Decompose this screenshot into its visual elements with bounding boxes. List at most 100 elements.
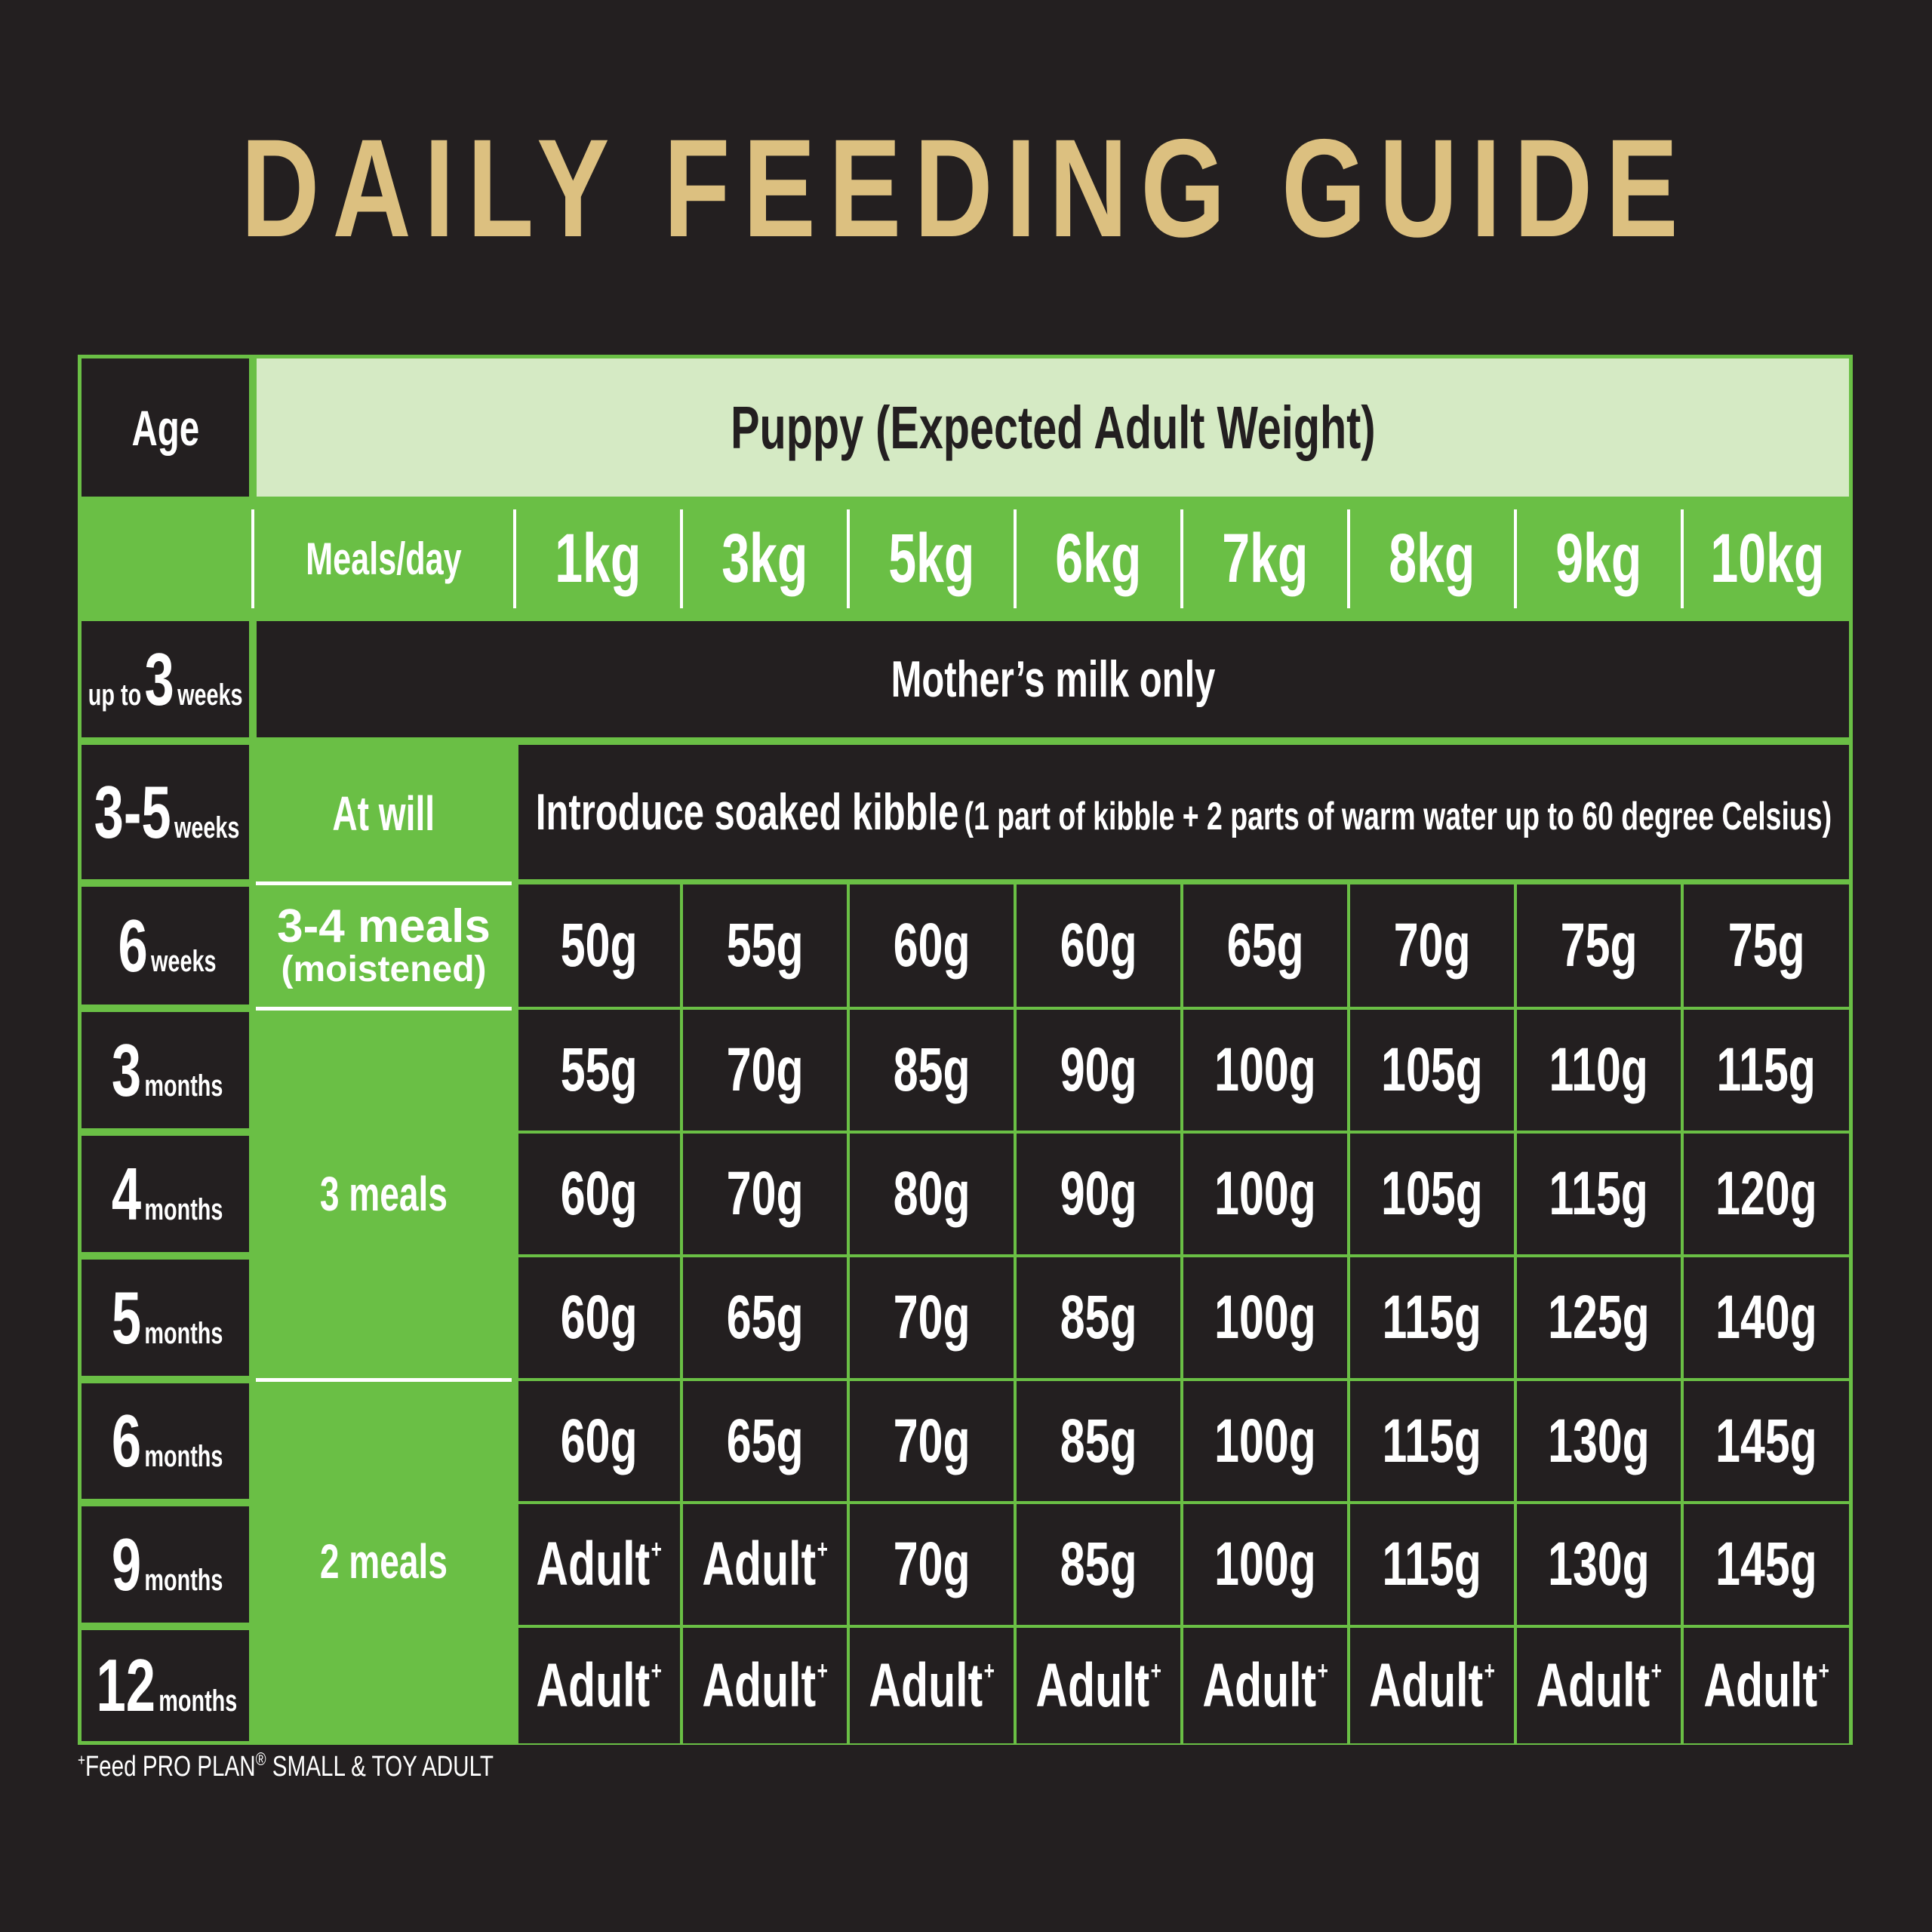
mothers-milk-note: Mother’s milk only <box>257 621 1849 737</box>
meals-divider <box>256 1378 512 1382</box>
cell-content: 115g <box>1383 1282 1481 1353</box>
cell-content: 60g <box>561 1406 638 1477</box>
cell-content: 55g <box>561 1035 638 1106</box>
amount-value: 130g <box>1548 1406 1650 1475</box>
cell-content: 75g <box>1561 910 1638 981</box>
amount-value: 65g <box>726 1406 804 1475</box>
amount-cell: Adult+ <box>518 1628 680 1743</box>
amount-value: 140g <box>1715 1283 1817 1352</box>
amount-value: 60g <box>1060 911 1137 980</box>
adult-footnote-mark: + <box>983 1656 995 1685</box>
amount-cell: Adult+ <box>1350 1628 1514 1743</box>
age-cell: 6 weeks <box>82 887 249 1004</box>
amount-cell: 70g <box>850 1504 1014 1625</box>
amount-value: 85g <box>1060 1530 1137 1598</box>
cell-content: 10kg <box>1710 519 1824 598</box>
cell-content: 100g <box>1214 1529 1316 1600</box>
amount-cell: 65g <box>1183 884 1347 1007</box>
meals-3: 3 meals <box>253 1011 515 1377</box>
header-divider <box>513 509 516 608</box>
amount-value: 70g <box>1393 911 1471 980</box>
amount-value: 60g <box>561 1283 638 1352</box>
amount-value: 125g <box>1548 1283 1650 1352</box>
cell-content: 70g <box>894 1529 971 1600</box>
amount-cell: 65g <box>683 1257 847 1378</box>
cell-content: Adult+ <box>702 1651 828 1721</box>
amount-cell: Adult+ <box>1017 1628 1180 1743</box>
amount-value: 85g <box>1060 1283 1137 1352</box>
meals-label: 3-4 meals <box>277 900 491 953</box>
cell-content: 120g <box>1715 1158 1817 1229</box>
cell-content: 70g <box>1394 910 1471 981</box>
cell-content: 50g <box>561 910 638 981</box>
amount-cell: 70g <box>683 1134 847 1254</box>
introduce-kibble-note: Introduce soaked kibble (1 part of kibble… <box>518 745 1849 879</box>
amount-value: 100g <box>1214 1283 1316 1352</box>
amount-cell: 115g <box>1350 1257 1514 1378</box>
header-divider <box>1347 509 1350 608</box>
amount-value: 115g <box>1382 1406 1482 1475</box>
amount-cell: 55g <box>518 1010 680 1131</box>
header-weight-2: 3kg <box>685 506 845 611</box>
amount-value: 60g <box>561 1159 638 1228</box>
cell-content: 3 months <box>108 1028 223 1113</box>
amount-value: Adult <box>536 1530 651 1598</box>
cell-content: 90g <box>1060 1035 1137 1106</box>
cell-content: 85g <box>1060 1406 1137 1477</box>
amount-value: 115g <box>1382 1530 1482 1598</box>
amount-value: 130g <box>1548 1530 1650 1598</box>
cell-content: 100g <box>1214 1282 1316 1353</box>
amount-value: 70g <box>726 1035 804 1104</box>
amount-cell: 75g <box>1684 884 1849 1007</box>
amount-cell: Adult+ <box>683 1628 847 1743</box>
age-number: 9 <box>111 1522 141 1606</box>
meals-label: 2 meals <box>319 1534 448 1589</box>
note-text: Mother’s milk only <box>891 651 1215 708</box>
amount-cell: Adult+ <box>1684 1628 1849 1743</box>
cell-content: 70g <box>727 1035 804 1106</box>
amount-cell: 110g <box>1517 1010 1681 1131</box>
age-cell: 5 months <box>82 1260 249 1376</box>
header-weight-1: 1kg <box>518 506 678 611</box>
cell-content: 3 meals <box>320 1166 448 1222</box>
cell-content: 3-5 weeks <box>91 770 240 855</box>
cell-content: 3kg <box>721 519 808 598</box>
amount-cell: 75g <box>1517 884 1681 1007</box>
amount-cell: Adult+ <box>518 1504 680 1625</box>
meals-2: 2 meals <box>253 1382 515 1741</box>
header-divider <box>1681 509 1684 608</box>
cell-content: Age <box>131 399 199 457</box>
cell-content: 115g <box>1383 1529 1481 1600</box>
amount-cell: 70g <box>850 1257 1014 1378</box>
meals-3-4: 3-4 meals (moistened) <box>253 885 515 1006</box>
age-number: 6 <box>118 903 148 987</box>
header-weight-5: 7kg <box>1185 506 1346 611</box>
cell-content: Puppy (Expected Adult Weight) <box>731 393 1375 463</box>
header-weight-8: 10kg <box>1685 506 1850 611</box>
age-cell: 3-5 weeks <box>82 745 249 879</box>
cell-content: 85g <box>894 1035 971 1106</box>
amount-cell: 115g <box>1350 1504 1514 1625</box>
age-unit: months <box>158 1684 238 1718</box>
cell-content: 140g <box>1715 1282 1817 1353</box>
amount-value: 75g <box>1727 911 1805 980</box>
age-cell: 12 months <box>82 1630 249 1741</box>
amount-cell: 65g <box>683 1381 847 1501</box>
amount-value: Adult <box>702 1530 817 1598</box>
cell-content: 130g <box>1548 1406 1650 1477</box>
amount-value: 145g <box>1715 1406 1817 1475</box>
amount-value: 115g <box>1549 1159 1649 1228</box>
note-text: Introduce soaked kibble <box>535 783 959 841</box>
amount-value: Adult <box>1703 1651 1818 1720</box>
amount-cell: 115g <box>1350 1381 1514 1501</box>
amount-cell: 90g <box>1017 1134 1180 1254</box>
weight-label: 10kg <box>1710 520 1825 597</box>
amount-value: Adult <box>702 1651 817 1720</box>
cell-content: 65g <box>727 1406 804 1477</box>
age-unit: months <box>143 1069 223 1103</box>
header-weight-6: 8kg <box>1352 506 1512 611</box>
adult-footnote-mark: + <box>1317 1656 1328 1685</box>
amount-cell: 60g <box>1017 884 1180 1007</box>
amount-cell: 105g <box>1350 1134 1514 1254</box>
page-title: DAILY FEEDING GUIDE <box>241 111 1691 266</box>
